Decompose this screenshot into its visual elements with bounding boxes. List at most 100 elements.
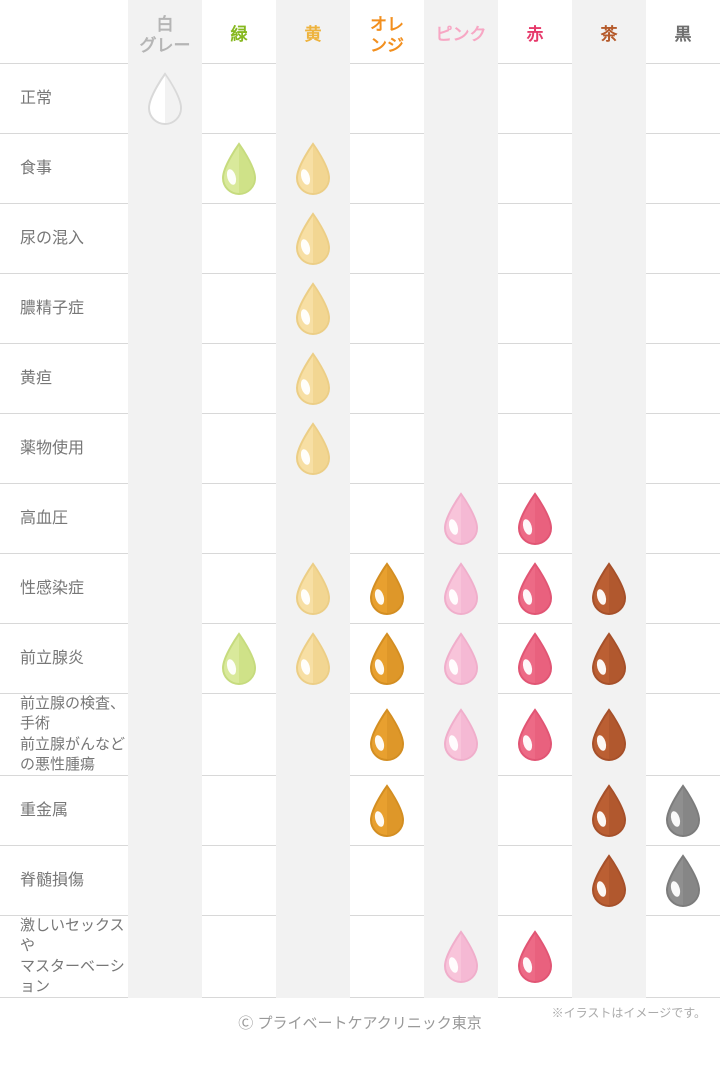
chart-footer: Ⓒ プライベートケアクリニック東京 ※イラストはイメージです。 <box>0 998 720 1061</box>
drop-icon <box>660 783 706 839</box>
cell-orange <box>350 561 424 617</box>
header-green: 緑 <box>202 25 276 45</box>
cell-orange <box>350 631 424 687</box>
header-row: 白グレー緑黄オレンジピンク赤茶黒 <box>0 8 720 64</box>
row-label: 薬物使用 <box>0 438 128 460</box>
drop-icon <box>290 211 336 267</box>
table-row: 激しいセックスやマスターベーション <box>0 916 720 998</box>
drop-icon <box>142 71 188 127</box>
cell-green <box>202 631 276 687</box>
table-row: 性感染症 <box>0 554 720 624</box>
cell-red <box>498 631 572 687</box>
drop-icon <box>290 631 336 687</box>
header-red: 赤 <box>498 25 572 45</box>
drop-icon <box>512 631 558 687</box>
drop-icon <box>586 853 632 909</box>
row-label: 前立腺の検査、手術前立腺がんなどの悪性腫瘍 <box>0 694 128 775</box>
cell-black <box>646 783 720 839</box>
drop-icon <box>586 783 632 839</box>
drop-icon <box>512 491 558 547</box>
cell-pink <box>424 707 498 763</box>
row-label: 激しいセックスやマスターベーション <box>0 916 128 997</box>
drop-icon <box>364 707 410 763</box>
table-row: 前立腺の検査、手術前立腺がんなどの悪性腫瘍 <box>0 694 720 776</box>
cell-yellow <box>276 141 350 197</box>
cell-brown <box>572 561 646 617</box>
row-label: 正常 <box>0 88 128 110</box>
row-label: 尿の混入 <box>0 228 128 250</box>
cell-red <box>498 929 572 985</box>
semen-color-chart: 白グレー緑黄オレンジピンク赤茶黒 正常食事尿の混入膿精子症黄疸薬物使用高血圧性感… <box>0 0 720 1061</box>
cell-pink <box>424 491 498 547</box>
row-label: 食事 <box>0 158 128 180</box>
drop-icon <box>586 561 632 617</box>
drop-icon <box>660 853 706 909</box>
drop-icon <box>290 281 336 337</box>
drop-icon <box>438 707 484 763</box>
row-label: 膿精子症 <box>0 298 128 320</box>
drop-icon <box>290 561 336 617</box>
drop-icon <box>586 707 632 763</box>
row-label: 黄疸 <box>0 368 128 390</box>
table-row: 食事 <box>0 134 720 204</box>
cell-pink <box>424 929 498 985</box>
cell-white <box>128 71 202 127</box>
drop-icon <box>290 141 336 197</box>
drop-icon <box>512 707 558 763</box>
drop-icon <box>290 421 336 477</box>
drop-icon <box>364 561 410 617</box>
table-row: 薬物使用 <box>0 414 720 484</box>
cell-black <box>646 853 720 909</box>
table-row: 前立腺炎 <box>0 624 720 694</box>
header-yellow: 黄 <box>276 25 350 45</box>
table-row: 高血圧 <box>0 484 720 554</box>
cell-brown <box>572 783 646 839</box>
drop-icon <box>364 631 410 687</box>
row-label: 脊髄損傷 <box>0 870 128 892</box>
drop-icon <box>364 783 410 839</box>
cell-orange <box>350 783 424 839</box>
row-label: 性感染症 <box>0 578 128 600</box>
cell-pink <box>424 631 498 687</box>
row-label: 重金属 <box>0 800 128 822</box>
drop-icon <box>512 929 558 985</box>
drop-icon <box>216 141 262 197</box>
table-row: 尿の混入 <box>0 204 720 274</box>
cell-yellow <box>276 421 350 477</box>
cell-yellow <box>276 351 350 407</box>
drop-icon <box>512 561 558 617</box>
drop-icon <box>216 631 262 687</box>
header-brown: 茶 <box>572 25 646 45</box>
drop-icon <box>290 351 336 407</box>
drop-icon <box>586 631 632 687</box>
table-row: 脊髄損傷 <box>0 846 720 916</box>
cell-red <box>498 561 572 617</box>
row-label: 前立腺炎 <box>0 648 128 670</box>
cell-green <box>202 141 276 197</box>
footnote-text: ※イラストはイメージです。 <box>552 1004 706 1021</box>
drop-icon <box>438 561 484 617</box>
header-black: 黒 <box>646 25 720 45</box>
table-row: 黄疸 <box>0 344 720 414</box>
drop-icon <box>438 491 484 547</box>
cell-yellow <box>276 281 350 337</box>
drop-icon <box>438 929 484 985</box>
cell-pink <box>424 561 498 617</box>
cell-orange <box>350 707 424 763</box>
header-orange: オレンジ <box>350 15 424 56</box>
credit-text: Ⓒ プライベートケアクリニック東京 <box>238 1015 481 1032</box>
table-row: 正常 <box>0 64 720 134</box>
cell-red <box>498 491 572 547</box>
cell-brown <box>572 853 646 909</box>
header-white: 白グレー <box>128 15 202 56</box>
cell-yellow <box>276 561 350 617</box>
row-label: 高血圧 <box>0 508 128 530</box>
header-pink: ピンク <box>424 25 498 45</box>
cell-brown <box>572 631 646 687</box>
cell-yellow <box>276 211 350 267</box>
cell-yellow <box>276 631 350 687</box>
table-row: 膿精子症 <box>0 274 720 344</box>
cell-brown <box>572 707 646 763</box>
table-row: 重金属 <box>0 776 720 846</box>
drop-icon <box>438 631 484 687</box>
